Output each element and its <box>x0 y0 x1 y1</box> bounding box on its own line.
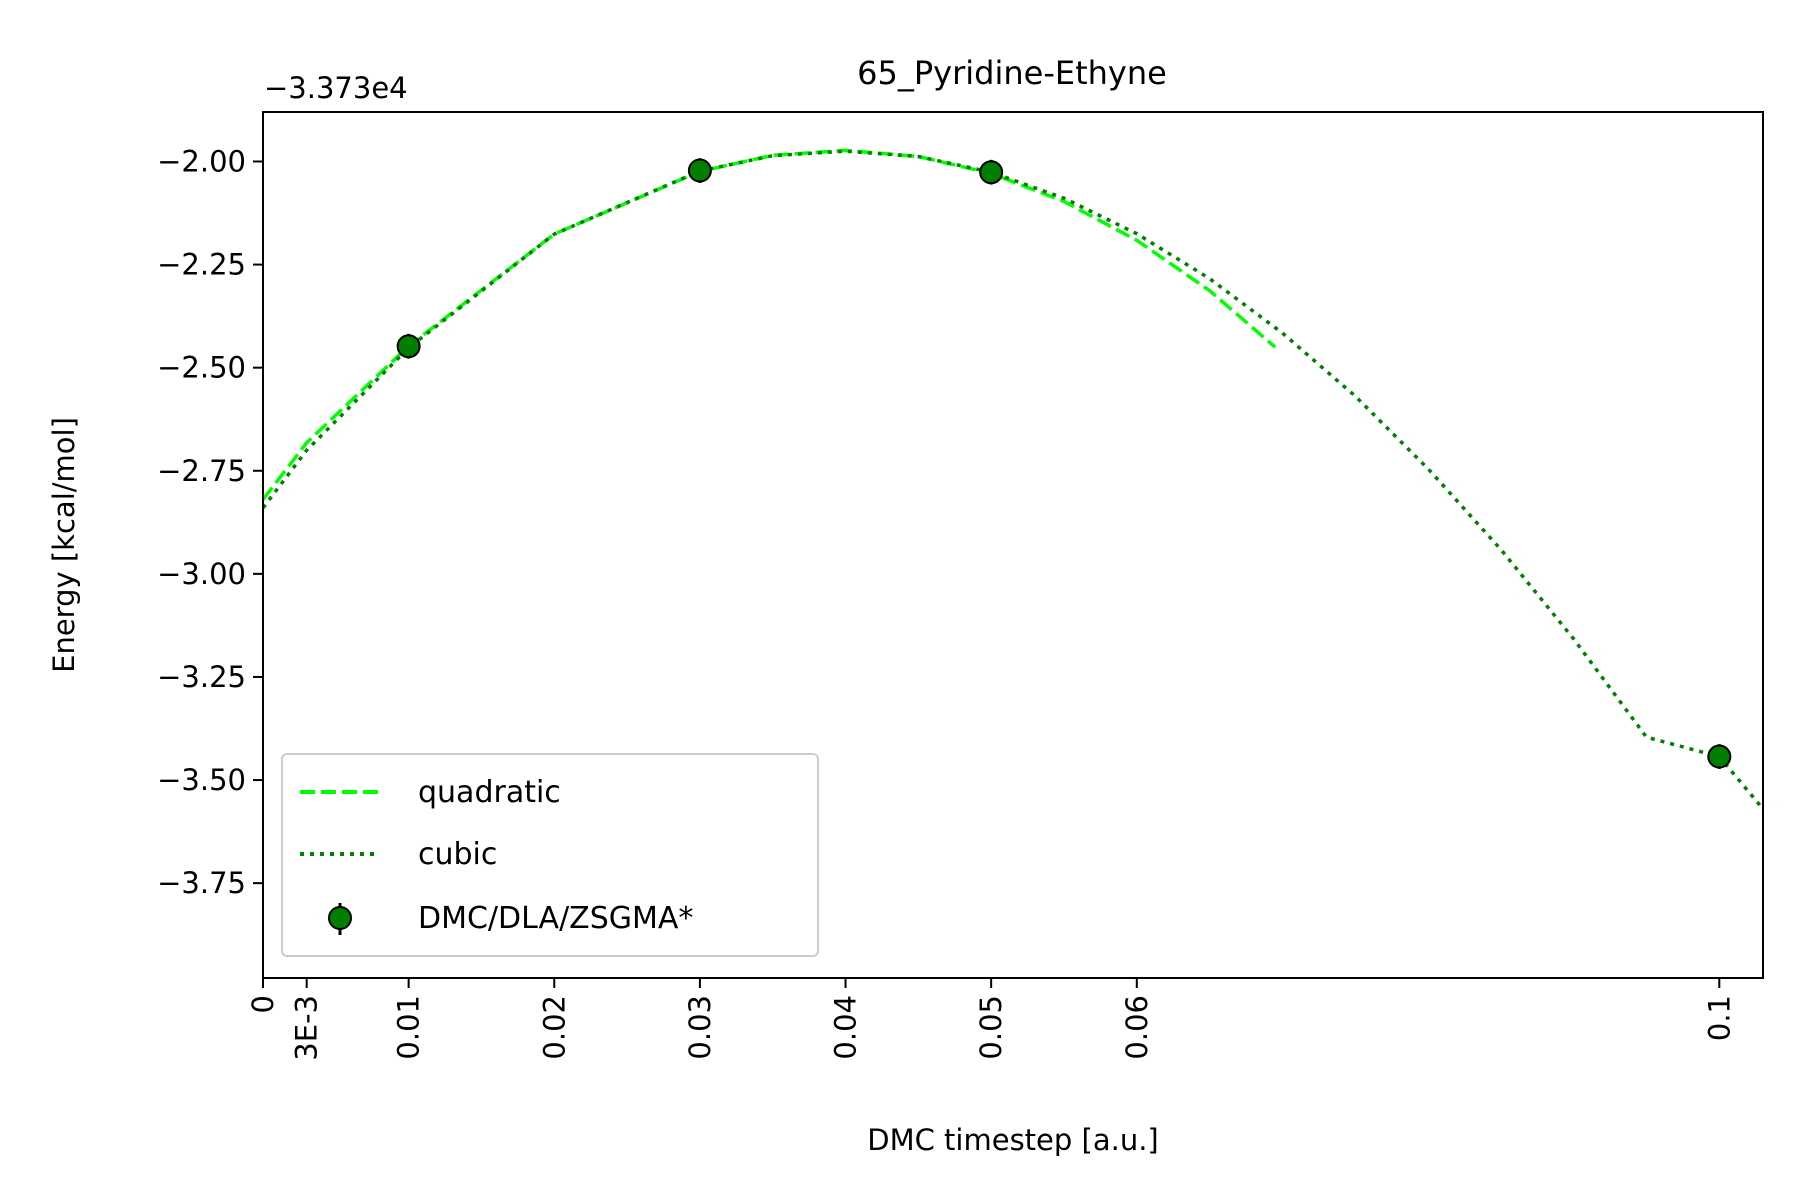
x-tick-label: 0.06 <box>1120 995 1154 1060</box>
data-point <box>1707 744 1732 769</box>
legend-swatch-dmc-marker <box>328 906 352 930</box>
y-tick-label: −2.00 <box>157 144 246 178</box>
x-tick-label: 0.03 <box>683 995 717 1060</box>
x-tick-label: 0.01 <box>392 995 426 1060</box>
x-tick-label: 0.02 <box>537 995 571 1060</box>
y-tick-label: −2.50 <box>157 351 246 385</box>
x-tick-label: 0.1 <box>1702 995 1736 1041</box>
y-tick-label: −2.75 <box>157 454 246 488</box>
axis-offset-text: −3.373e4 <box>264 71 408 105</box>
y-tick-label: −2.25 <box>157 248 246 282</box>
legend-label-cubic: cubic <box>418 837 497 872</box>
x-tick-label: 0.05 <box>974 995 1008 1060</box>
data-point <box>396 334 421 359</box>
legend: quadratic cubic DMC/DLA/ZSGMA* <box>281 753 819 957</box>
y-tick-label: −3.75 <box>157 866 246 900</box>
x-axis: 0 3E-3 0.01 0.02 0.03 0.04 0.05 0.06 0.1 <box>246 978 1736 1061</box>
chart-title: 65_Pyridine-Ethyne <box>857 54 1167 92</box>
y-tick-label: −3.50 <box>157 763 246 797</box>
data-point <box>687 158 712 183</box>
data-point <box>979 160 1004 185</box>
y-axis-label: Energy [kcal/mol] <box>47 417 81 673</box>
x-tick-label: 3E-3 <box>290 995 324 1061</box>
x-axis-label: DMC timestep [a.u.] <box>867 1123 1159 1157</box>
series-line-cubic <box>263 149 1763 811</box>
y-axis: −2.00 −2.25 −2.50 −2.75 −3.00 −3.25 −3.50 −3.75 <box>157 144 263 900</box>
legend-label-quadratic: quadratic <box>418 775 561 810</box>
legend-box <box>281 753 819 957</box>
plot-area-frame <box>262 111 1764 979</box>
marker-layer <box>396 158 1732 769</box>
x-tick-label: 0 <box>246 995 280 1013</box>
x-tick-label: 0.04 <box>829 995 863 1060</box>
y-tick-label: −3.25 <box>157 660 246 694</box>
y-tick-label: −3.00 <box>157 557 246 591</box>
legend-label-dmc: DMC/DLA/ZSGMA* <box>418 901 693 936</box>
